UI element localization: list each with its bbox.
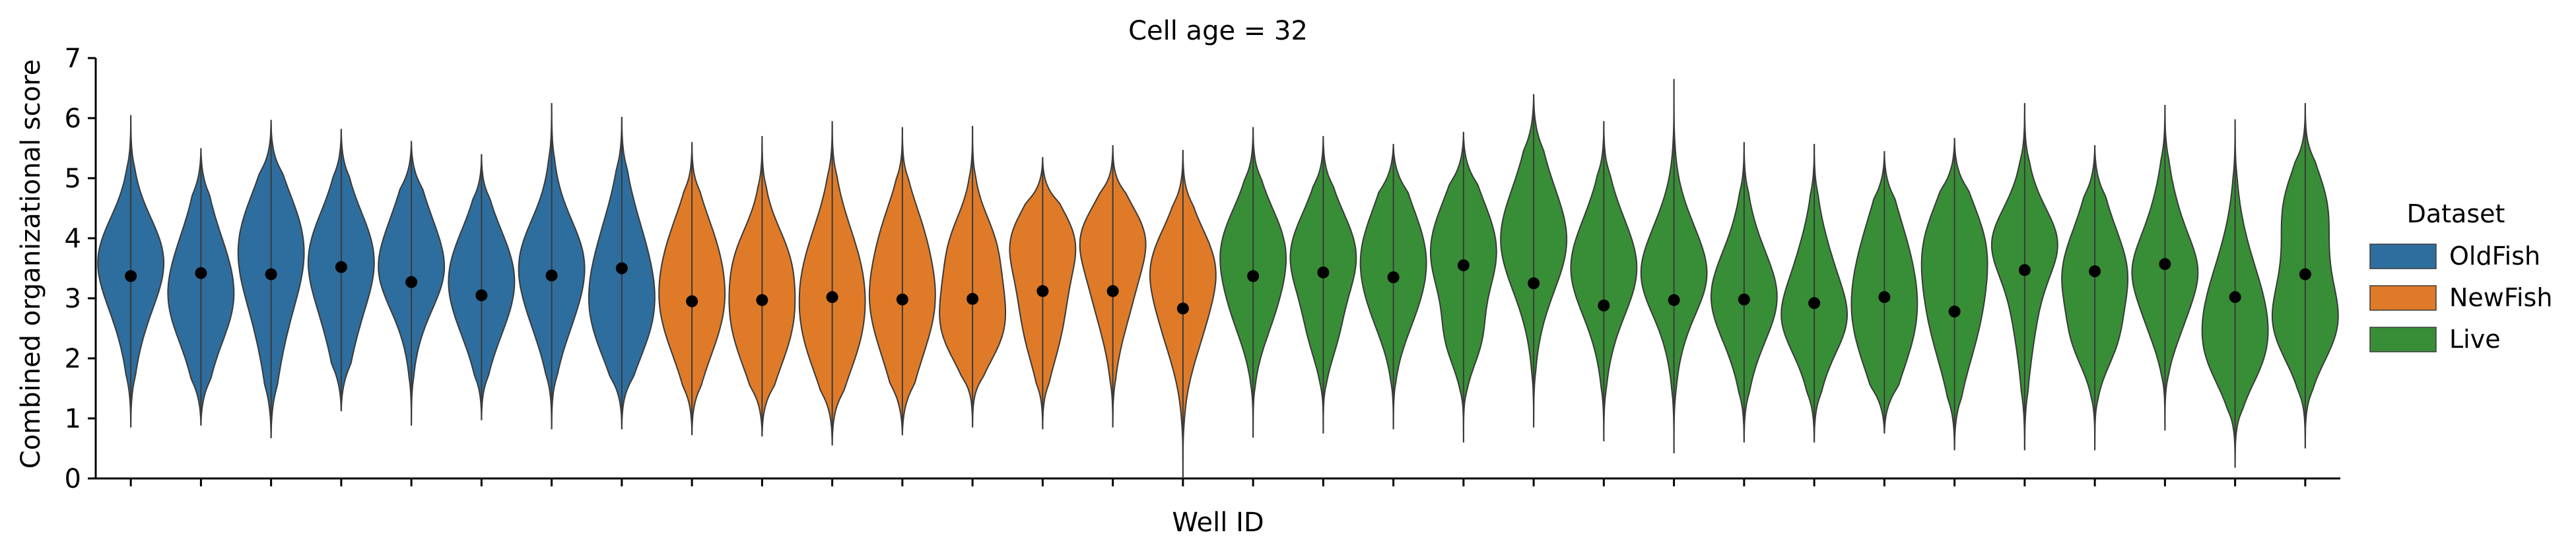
median-point [1738,293,1750,306]
median-point [1106,285,1119,298]
median-point [2089,265,2101,278]
median-point [125,270,137,282]
legend-swatch [2369,244,2437,269]
median-point [475,289,488,302]
median-point [1528,277,1540,290]
y-tick-label: 5 [65,164,81,194]
x-axis [96,477,2340,486]
median-point [1317,266,1330,278]
median-point [1598,299,1610,311]
median-point [1948,306,1961,318]
median-point [2018,264,2031,277]
y-tick-label: 4 [65,224,81,254]
median-point [2299,268,2311,280]
median-point [1457,259,1470,271]
y-axis-title: Combined organizational score [16,59,46,469]
y-tick-label: 2 [65,344,81,374]
y-tick-label: 1 [65,404,81,434]
median-point [1808,297,1821,310]
legend-swatch [2369,285,2437,311]
y-tick-label: 6 [65,104,81,134]
median-point [1878,291,1891,304]
legend-title: Dataset [2407,199,2505,228]
y-axis: 0 1 2 3 4 5 6 7 [65,44,97,494]
legend-label: Live [2449,325,2501,354]
y-tick-label: 0 [65,464,81,494]
median-point [545,269,558,282]
median-point [826,291,838,304]
y-tick-label: 3 [65,284,81,314]
legend-label: NewFish [2449,283,2552,312]
legend: Dataset OldFish NewFish Live [2369,199,2552,354]
median-point [1036,285,1049,298]
median-point [335,261,347,273]
median-point [686,295,698,308]
y-tick-label: 7 [65,44,81,74]
median-point [896,293,908,306]
median-point [1247,270,1260,282]
median-point [615,262,628,275]
median-point [756,294,768,306]
legend-swatch [2369,327,2437,352]
median-point [1668,294,1680,306]
x-axis-title: Well ID [1172,507,1264,538]
legend-label: OldFish [2449,242,2540,271]
median-point [1387,271,1400,284]
median-point [2159,258,2171,271]
chart-title: Cell age = 32 [1128,16,1308,46]
median-point [265,268,277,280]
median-point [195,267,207,279]
median-point [966,292,979,305]
median-point [2229,291,2241,304]
median-point [1176,302,1189,315]
median-point [405,276,418,288]
violin-group [97,79,2339,478]
